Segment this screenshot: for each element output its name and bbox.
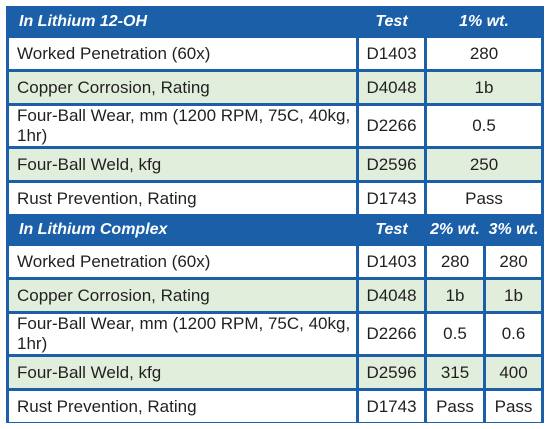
table-row: Worked Penetration (60x) D1403 280 xyxy=(9,38,542,69)
section2-test-header: Test xyxy=(359,217,424,243)
result-value: 280 xyxy=(427,38,542,69)
property-name: Worked Penetration (60x) xyxy=(9,38,356,69)
result-value: 250 xyxy=(427,149,542,180)
table-row: Rust Prevention, Rating D1743 Pass xyxy=(9,183,542,214)
test-method: D4048 xyxy=(359,72,424,103)
result-value-2pct: Pass xyxy=(427,391,483,422)
table-row: Four-Ball Weld, kfg D2596 250 xyxy=(9,149,542,180)
spec-table-frame: In Lithium 12-OH Test 1% wt. Worked Pene… xyxy=(6,6,544,423)
test-method: D4048 xyxy=(359,280,424,311)
result-value-3pct: 1b xyxy=(486,280,542,311)
test-method: D1403 xyxy=(359,246,424,277)
test-method: D1743 xyxy=(359,183,424,214)
test-method: D2596 xyxy=(359,357,424,388)
property-name: Rust Prevention, Rating xyxy=(9,391,356,422)
section1-value-header: 1% wt. xyxy=(427,9,542,35)
test-method: D2266 xyxy=(359,314,424,354)
property-name: Rust Prevention, Rating xyxy=(9,183,356,214)
section1-test-header: Test xyxy=(359,9,424,35)
table-row: Four-Ball Weld, kfg D2596 315 400 xyxy=(9,357,542,388)
property-name: Four-Ball Wear, mm (1200 RPM, 75C, 40kg,… xyxy=(9,314,356,354)
table-row: Four-Ball Wear, mm (1200 RPM, 75C, 40kg,… xyxy=(9,314,542,354)
table-row: Four-Ball Wear, mm (1200 RPM, 75C, 40kg,… xyxy=(9,106,542,146)
result-value: 1b xyxy=(427,72,542,103)
additive-performance-table: In Lithium 12-OH Test 1% wt. Worked Pene… xyxy=(6,6,544,425)
test-method: D2266 xyxy=(359,106,424,146)
property-name: Copper Corrosion, Rating xyxy=(9,280,356,311)
property-name: Four-Ball Weld, kfg xyxy=(9,149,356,180)
result-value-3pct: 280 xyxy=(486,246,542,277)
result-value-3pct: 400 xyxy=(486,357,542,388)
property-name: Four-Ball Wear, mm (1200 RPM, 75C, 40kg,… xyxy=(9,106,356,146)
section2-value-header-3pct: 3% wt. xyxy=(486,217,542,243)
result-value-2pct: 0.5 xyxy=(427,314,483,354)
property-name: Four-Ball Weld, kfg xyxy=(9,357,356,388)
result-value-2pct: 1b xyxy=(427,280,483,311)
property-name: Worked Penetration (60x) xyxy=(9,246,356,277)
section1-header-row: In Lithium 12-OH Test 1% wt. xyxy=(9,9,542,35)
result-value-2pct: 315 xyxy=(427,357,483,388)
result-value: 0.5 xyxy=(427,106,542,146)
result-value-2pct: 280 xyxy=(427,246,483,277)
table-row: Copper Corrosion, Rating D4048 1b xyxy=(9,72,542,103)
section1-title: In Lithium 12-OH xyxy=(9,9,356,35)
section2-header-row: In Lithium Complex Test 2% wt. 3% wt. xyxy=(9,217,542,243)
table-row: Rust Prevention, Rating D1743 Pass Pass xyxy=(9,391,542,422)
test-method: D1743 xyxy=(359,391,424,422)
test-method: D2596 xyxy=(359,149,424,180)
section2-title: In Lithium Complex xyxy=(9,217,356,243)
result-value-3pct: Pass xyxy=(486,391,542,422)
result-value: Pass xyxy=(427,183,542,214)
property-name: Copper Corrosion, Rating xyxy=(9,72,356,103)
section2-value-header-2pct: 2% wt. xyxy=(427,217,483,243)
result-value-3pct: 0.6 xyxy=(486,314,542,354)
test-method: D1403 xyxy=(359,38,424,69)
table-row: Copper Corrosion, Rating D4048 1b 1b xyxy=(9,280,542,311)
table-row: Worked Penetration (60x) D1403 280 280 xyxy=(9,246,542,277)
